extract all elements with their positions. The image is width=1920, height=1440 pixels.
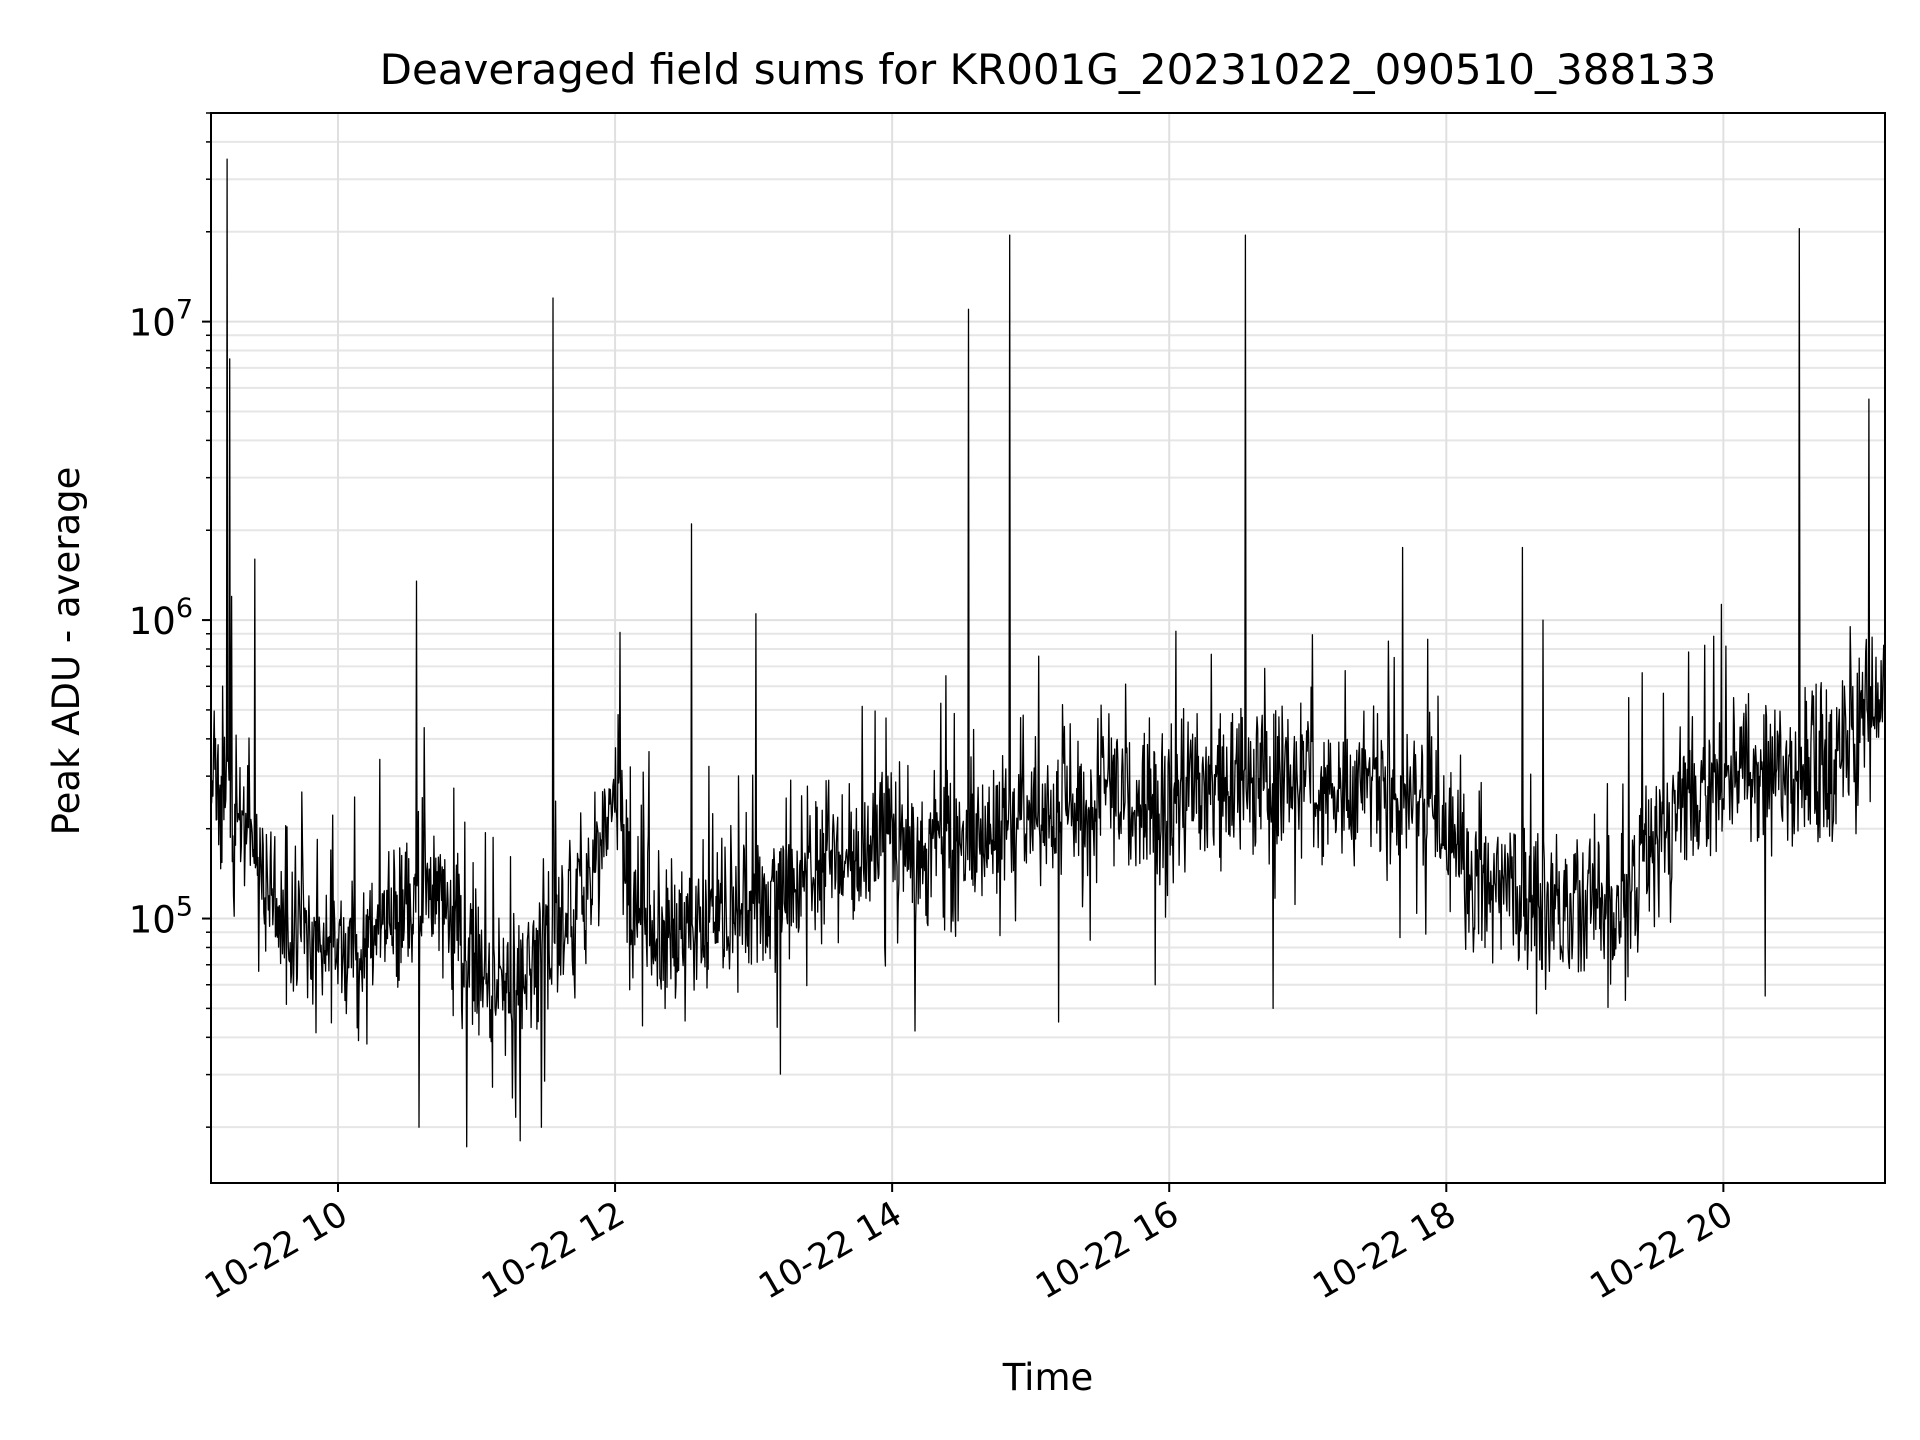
x-axis-label: Time [1002, 1356, 1094, 1399]
series-line [210, 158, 1886, 1148]
plot-frame [210, 112, 1886, 1184]
chart-title: Deaveraged field sums for KR001G_2023102… [380, 45, 1717, 94]
data-series [210, 158, 1886, 1148]
y-tick-label: 107 [129, 295, 193, 345]
y-tick-label: 105 [129, 892, 193, 942]
y-tick-label: 106 [129, 593, 193, 643]
y-axis-label: Peak ADU - average [45, 467, 88, 836]
